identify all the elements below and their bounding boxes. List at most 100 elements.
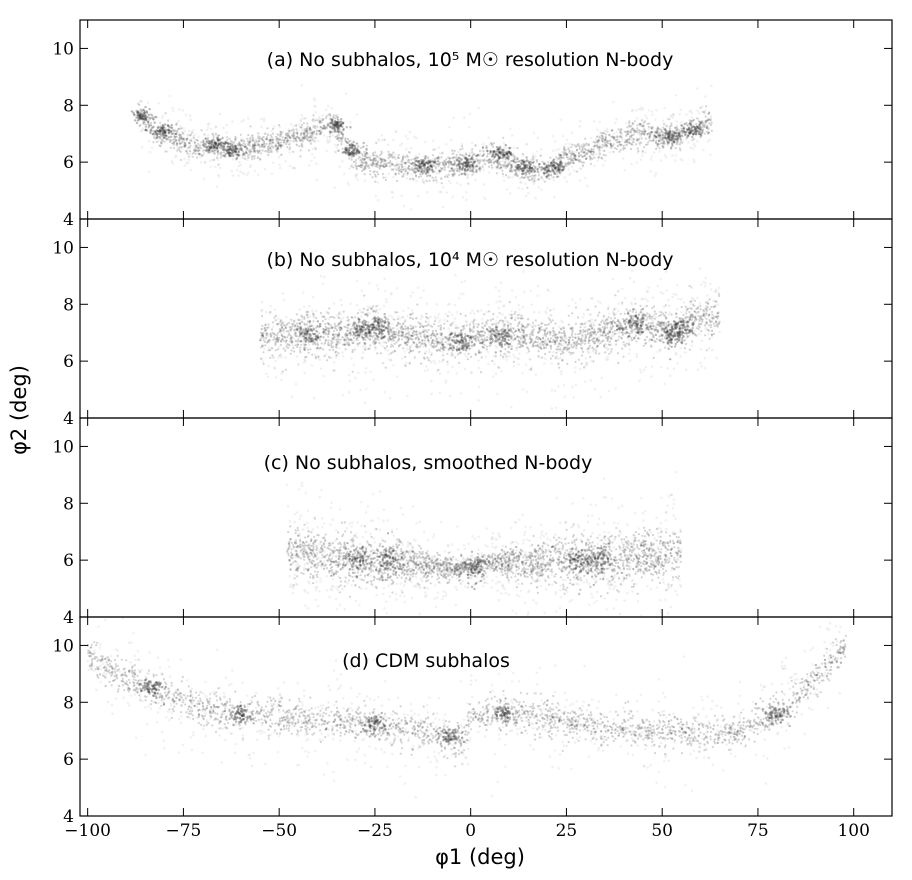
halo-point	[470, 370, 473, 374]
stream-point	[353, 160, 356, 163]
stream-point	[642, 124, 645, 127]
stream-point	[463, 172, 466, 175]
halo-point	[607, 389, 611, 393]
stream-point	[475, 154, 478, 157]
halo-point	[246, 158, 249, 162]
halo-point	[422, 181, 426, 185]
stream-point	[460, 159, 463, 162]
knot-point	[240, 147, 243, 150]
stream-point	[706, 119, 709, 122]
stream-point	[270, 145, 274, 148]
stream-point	[188, 141, 191, 144]
stream-point	[346, 142, 349, 145]
halo-point	[158, 137, 161, 140]
stream-point	[364, 152, 367, 155]
stream-point	[499, 153, 502, 157]
stream-point	[674, 146, 677, 150]
halo-point	[517, 303, 520, 307]
stream-point	[513, 155, 516, 158]
stream-point	[372, 170, 375, 174]
stream-point	[392, 151, 395, 154]
stream-point	[336, 128, 339, 131]
halo-point	[547, 234, 550, 237]
halo-point	[262, 119, 266, 123]
stream-point	[157, 136, 160, 139]
knot-point	[498, 150, 501, 153]
halo-point	[678, 138, 682, 141]
halo-point	[630, 162, 633, 166]
stream-point	[306, 122, 309, 125]
stream-point	[306, 125, 309, 128]
halo-point	[693, 160, 696, 164]
knot-point	[149, 117, 152, 120]
halo-point	[443, 318, 447, 322]
stream-point	[489, 161, 492, 164]
stream-point	[248, 138, 251, 141]
stream-point	[347, 142, 350, 145]
knot-point	[690, 120, 693, 123]
stream-point	[387, 150, 390, 153]
stream-point	[309, 128, 312, 131]
stream-point	[257, 142, 260, 145]
halo-point	[332, 130, 335, 134]
stream-point	[365, 149, 368, 152]
stream-point	[573, 144, 576, 147]
stream-point	[501, 163, 504, 167]
halo-point	[704, 109, 707, 112]
halo-point	[534, 169, 538, 173]
halo-point	[709, 115, 713, 118]
halo-point	[290, 395, 294, 399]
stream-point	[433, 164, 436, 168]
stream-point	[668, 118, 671, 121]
stream-point	[542, 167, 545, 170]
halo-point	[531, 323, 535, 327]
stream-point	[557, 157, 561, 160]
stream-point	[574, 158, 577, 161]
stream-point	[289, 146, 292, 149]
stream-point	[443, 166, 446, 169]
halo-point	[500, 369, 503, 373]
stream-point	[415, 159, 418, 162]
stream-point	[415, 164, 418, 167]
stream-point	[152, 141, 155, 144]
halo-point	[687, 127, 691, 130]
stream-point	[457, 156, 460, 159]
halo-point	[537, 186, 541, 189]
stream-point	[516, 147, 519, 150]
halo-point	[260, 138, 264, 141]
stream-point	[545, 175, 548, 179]
stream-point	[279, 146, 283, 149]
stream-point	[468, 165, 471, 168]
stream-point	[498, 161, 501, 164]
stream-point	[355, 167, 358, 171]
stream-point	[708, 119, 711, 122]
halo-point	[382, 340, 385, 344]
stream-point	[511, 159, 514, 163]
halo-point	[507, 148, 510, 152]
stream-point	[223, 146, 226, 149]
halo-point	[350, 163, 354, 167]
halo-point	[571, 298, 574, 301]
halo-point	[148, 151, 152, 154]
stream-point	[512, 158, 515, 161]
stream-point	[407, 165, 410, 168]
stream-point	[176, 142, 179, 145]
stream-point	[485, 146, 488, 149]
stream-point	[489, 149, 492, 152]
knot-point	[460, 172, 463, 176]
knot-point	[342, 128, 345, 131]
stream-point	[693, 118, 696, 121]
halo-point	[270, 139, 273, 143]
stream-point	[248, 144, 251, 147]
stream-point	[348, 144, 351, 147]
stream-point	[568, 151, 571, 154]
halo-point	[534, 173, 537, 176]
stream-point	[491, 150, 495, 153]
halo-point	[206, 123, 210, 126]
halo-point	[422, 345, 425, 348]
halo-point	[271, 137, 274, 140]
stream-point	[443, 175, 447, 178]
stream-point	[431, 163, 434, 166]
halo-point	[551, 134, 555, 138]
stream-point	[240, 149, 243, 152]
